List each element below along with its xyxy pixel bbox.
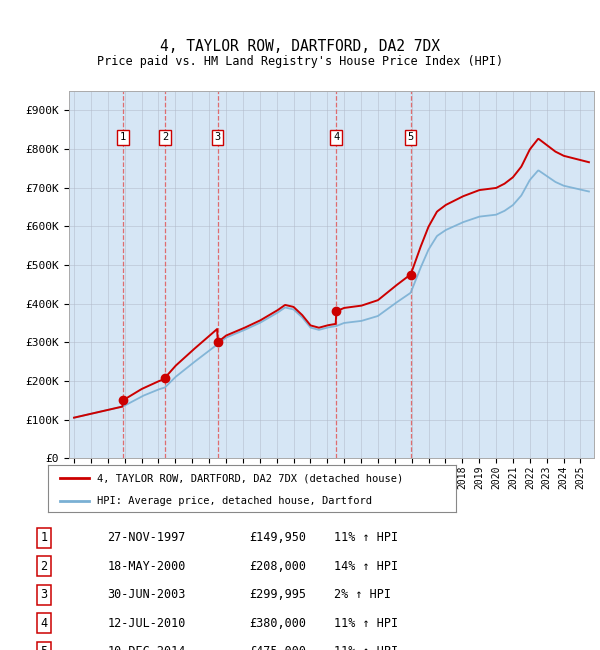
Text: 30-JUN-2003: 30-JUN-2003 [107, 588, 185, 601]
Text: 2% ↑ HPI: 2% ↑ HPI [334, 588, 391, 601]
Text: 11% ↑ HPI: 11% ↑ HPI [334, 645, 398, 650]
Text: 4, TAYLOR ROW, DARTFORD, DA2 7DX (detached house): 4, TAYLOR ROW, DARTFORD, DA2 7DX (detach… [97, 473, 403, 483]
Text: £475,000: £475,000 [249, 645, 306, 650]
Text: 3: 3 [214, 133, 221, 142]
Text: 3: 3 [40, 588, 47, 601]
Text: £380,000: £380,000 [249, 617, 306, 630]
Text: 11% ↑ HPI: 11% ↑ HPI [334, 531, 398, 544]
Text: £149,950: £149,950 [249, 531, 306, 544]
Text: 4: 4 [333, 133, 340, 142]
Text: 2: 2 [162, 133, 168, 142]
Text: 5: 5 [40, 645, 47, 650]
Text: 11% ↑ HPI: 11% ↑ HPI [334, 617, 398, 630]
Text: £208,000: £208,000 [249, 560, 306, 573]
Text: £299,995: £299,995 [249, 588, 306, 601]
Text: Price paid vs. HM Land Registry's House Price Index (HPI): Price paid vs. HM Land Registry's House … [97, 55, 503, 68]
Text: 5: 5 [407, 133, 414, 142]
Text: 12-JUL-2010: 12-JUL-2010 [107, 617, 185, 630]
Text: 4, TAYLOR ROW, DARTFORD, DA2 7DX: 4, TAYLOR ROW, DARTFORD, DA2 7DX [160, 39, 440, 54]
Text: 4: 4 [40, 617, 47, 630]
Text: 1: 1 [40, 531, 47, 544]
Text: 2: 2 [40, 560, 47, 573]
Text: 1: 1 [120, 133, 126, 142]
Text: 18-MAY-2000: 18-MAY-2000 [107, 560, 185, 573]
Text: 10-DEC-2014: 10-DEC-2014 [107, 645, 185, 650]
Text: 14% ↑ HPI: 14% ↑ HPI [334, 560, 398, 573]
Text: 27-NOV-1997: 27-NOV-1997 [107, 531, 185, 544]
Text: HPI: Average price, detached house, Dartford: HPI: Average price, detached house, Dart… [97, 495, 372, 506]
